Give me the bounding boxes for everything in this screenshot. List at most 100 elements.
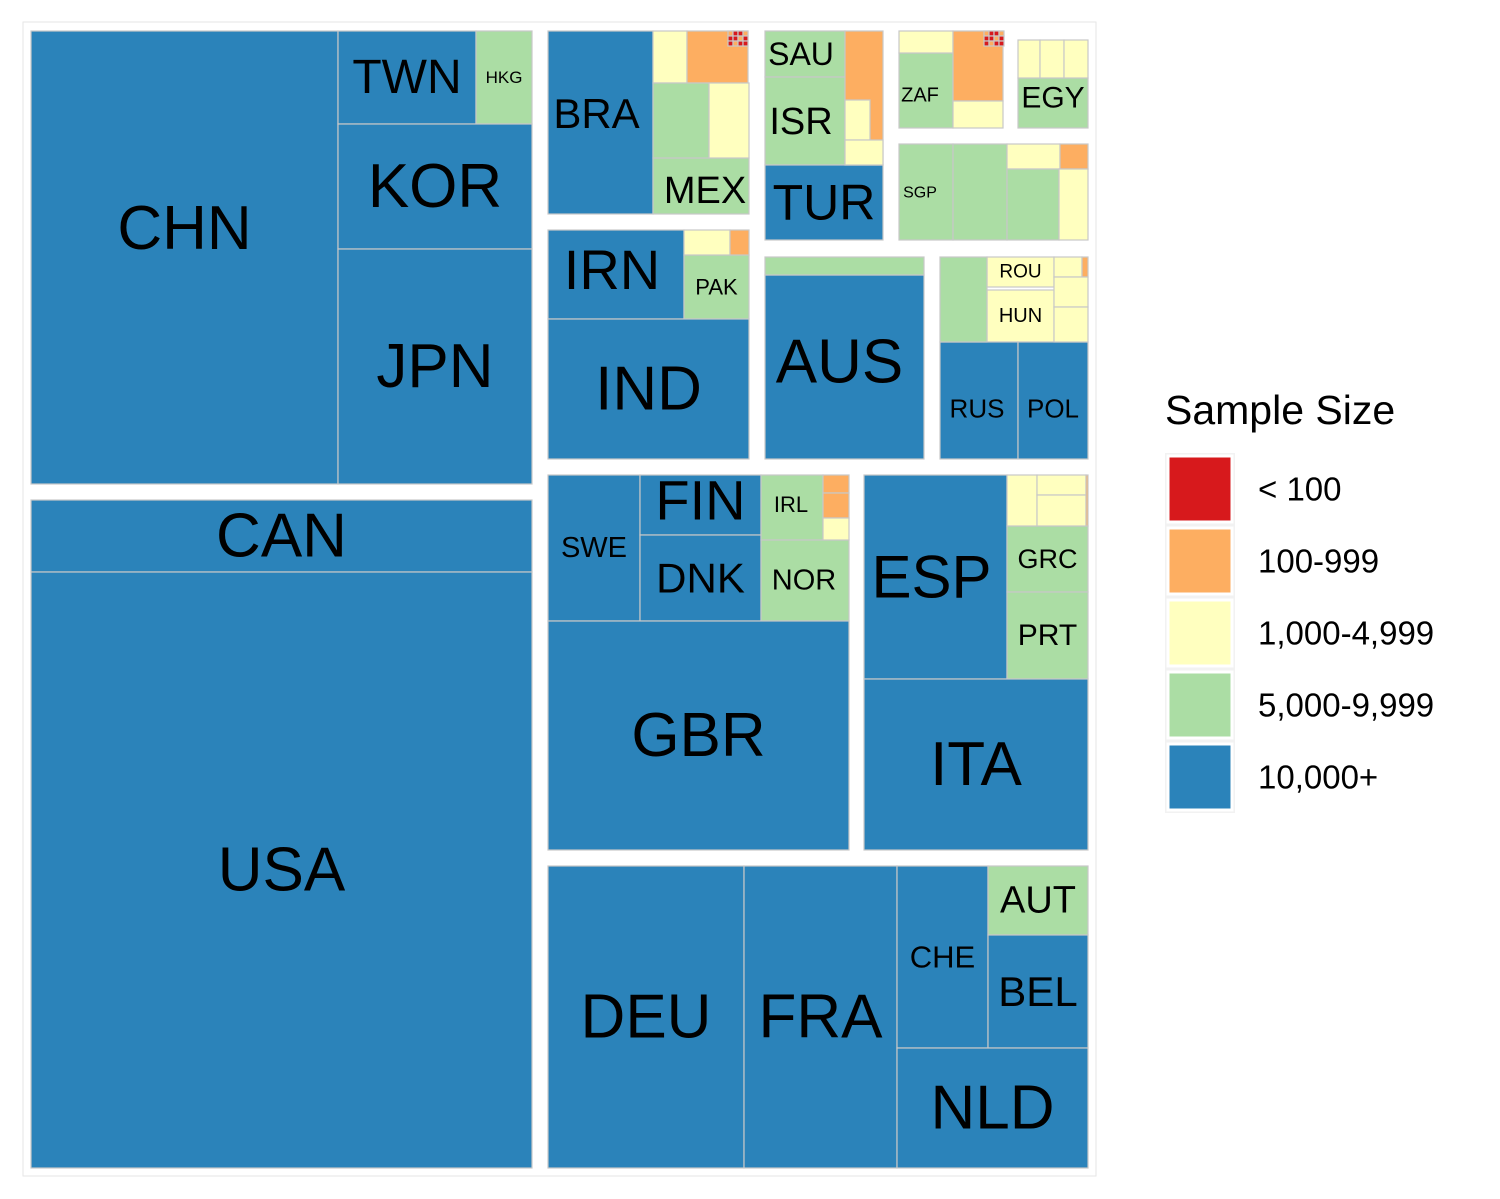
tile-label-fra: FRA — [759, 983, 884, 1052]
tile-small-15 — [1006, 143, 1061, 170]
tile-small-24 — [1081, 256, 1089, 278]
tile-label-gbr: GBR — [631, 701, 765, 770]
tile-label-sgp: SGP — [903, 185, 937, 202]
tile-ind — [547, 318, 750, 460]
tile-small-22 — [939, 256, 988, 343]
tile-label-sau: SAU — [768, 36, 834, 72]
tile-pol — [1017, 341, 1089, 460]
tile-label-egy: EGY — [1021, 82, 1084, 115]
tile-small-27 — [822, 474, 850, 494]
tile-tiny-a-1-1 — [732, 35, 739, 42]
tile-tiny-a-0-2 — [737, 30, 744, 37]
tile-tiny-b-1-3 — [998, 35, 1005, 42]
tile-label-nor: NOR — [772, 565, 836, 597]
tile-small-31 — [1036, 474, 1087, 496]
tile-label-grc: GRC — [1018, 544, 1078, 574]
tiles-layer — [30, 30, 1089, 1169]
tile-label-fin: FIN — [655, 469, 745, 532]
legend-swatch-c100 — [1166, 526, 1234, 596]
tile-label-zaf: ZAF — [901, 85, 939, 107]
legend-label-lt100: < 100 — [1258, 471, 1342, 508]
tile-tiny-a-0-0 — [727, 30, 734, 37]
tile-che — [896, 865, 989, 1049]
tile-small-7 — [844, 139, 884, 166]
tile-small-23 — [1053, 256, 1083, 278]
tile-small-10 — [952, 100, 1004, 129]
tile-tiny-b-2-3 — [998, 40, 1005, 47]
legend-title: Sample Size — [1165, 387, 1395, 433]
legend-label-c1000: 1,000-4,999 — [1258, 615, 1434, 652]
tile-chn — [30, 30, 339, 485]
tile-tiny-b-2-2 — [993, 40, 1000, 47]
tile-label-chn: CHN — [117, 194, 251, 263]
tile-nld — [896, 1047, 1089, 1169]
tile-label-ind: IND — [595, 355, 702, 424]
tile-bel — [987, 934, 1089, 1049]
tile-label-esp: ESP — [871, 544, 991, 611]
tile-gbr — [547, 620, 850, 851]
tile-jpn — [337, 248, 533, 485]
tile-bra — [547, 30, 654, 215]
legend-label-c5000: 5,000-9,999 — [1258, 687, 1434, 724]
tile-tiny-a-1-2 — [737, 35, 744, 42]
tile-tiny-b-1-2 — [993, 35, 1000, 42]
tile-tiny-a-2-1 — [732, 40, 739, 47]
tile-small-32 — [1036, 494, 1087, 527]
tile-small-3 — [652, 82, 710, 159]
tile-small-33 — [1085, 474, 1089, 527]
tile-small-16 — [1059, 143, 1089, 170]
tile-small-6 — [844, 99, 871, 141]
legend-label-c100: 100-999 — [1258, 543, 1379, 580]
tile-label-aut: AUT — [1000, 880, 1076, 922]
tile-zaf — [898, 52, 954, 129]
tile-label-twn: TWN — [352, 51, 461, 104]
tile-small-13 — [1063, 39, 1089, 79]
legend-swatch-c1000 — [1166, 598, 1234, 668]
tile-tur — [764, 164, 884, 241]
tile-label-rou: ROU — [999, 262, 1041, 283]
tile-hun — [986, 289, 1055, 343]
tile-tiny-b-2-1 — [988, 40, 995, 47]
tile-tiny-b-0-2 — [993, 30, 1000, 37]
tile-small-8 — [898, 30, 954, 54]
tile-can — [30, 499, 533, 573]
tile-ita — [863, 678, 1089, 851]
labels-layer: CHN TWN HKG KOR JPN CAN USA BRA MEX SAU ISR TUR ZAF E… — [117, 36, 1084, 1143]
tile-prt — [1006, 591, 1089, 680]
tile-label-che: CHE — [910, 940, 975, 975]
tile-tiny-a-0-1 — [732, 30, 739, 37]
tile-label-isr: ISR — [769, 101, 832, 143]
tile-small-21 — [764, 256, 925, 276]
tile-label-irn: IRN — [564, 238, 660, 301]
tile-dnk — [639, 534, 762, 622]
tile-small-29 — [822, 517, 850, 541]
tile-label-swe: SWE — [561, 532, 627, 564]
tile-tiny-a-2-0 — [727, 40, 734, 47]
tile-egy — [1017, 77, 1089, 129]
legend: Sample Size < 100 100-999 1,000-4,999 5,000… — [1165, 387, 1434, 813]
tile-tiny-a-1-3 — [742, 35, 749, 42]
small-tiles-layer — [652, 30, 1089, 541]
tile-esp — [863, 474, 1008, 680]
tile-tiny-a-2-3 — [742, 40, 749, 47]
tile-small-11 — [1017, 39, 1041, 79]
tile-small-2 — [686, 30, 749, 84]
tile-label-tur: TUR — [773, 175, 876, 231]
tile-label-deu: DEU — [581, 983, 712, 1052]
tile-label-usa: USA — [218, 836, 346, 905]
tile-small-14 — [952, 143, 1008, 241]
tile-label-mex: MEX — [664, 170, 746, 212]
tile-small-20 — [729, 229, 750, 256]
tile-fra — [743, 865, 898, 1169]
tile-small-12 — [1039, 39, 1065, 79]
tile-tiny-a-2-2 — [737, 40, 744, 47]
tile-small-18 — [1058, 168, 1089, 241]
tile-twn — [337, 30, 477, 125]
tile-small-26 — [1053, 306, 1089, 343]
tile-rus — [939, 341, 1019, 460]
tile-label-bel: BEL — [998, 968, 1077, 1015]
tile-label-bra: BRA — [553, 90, 639, 137]
tile-small-19 — [683, 229, 731, 256]
tile-tiny-a-0-3 — [742, 30, 749, 37]
